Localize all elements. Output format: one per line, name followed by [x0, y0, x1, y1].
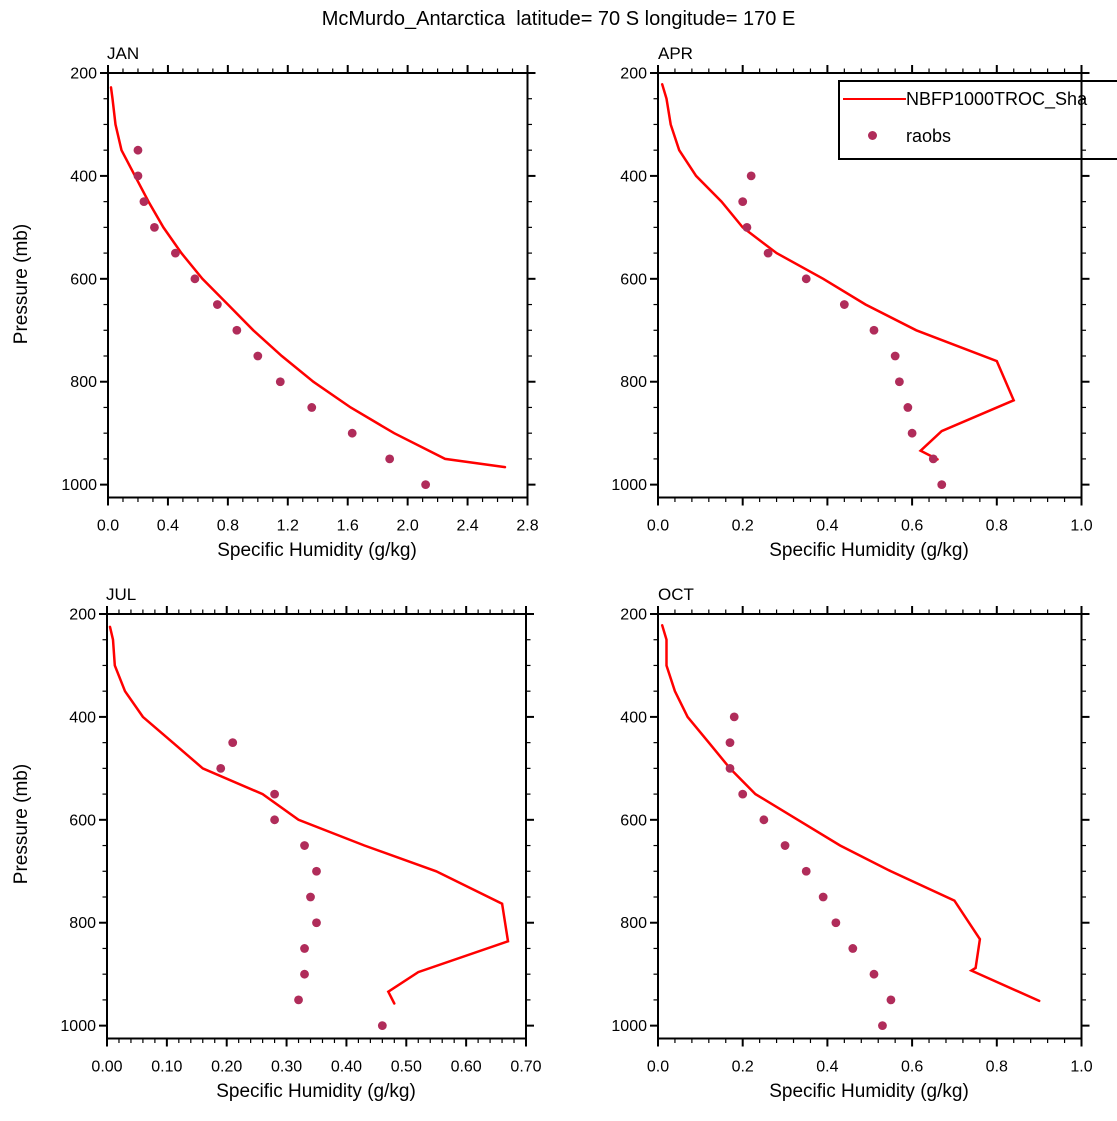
- x-axis-title-apr: Specific Humidity (g/kg): [769, 540, 969, 561]
- legend-model-line-swatch: [843, 98, 906, 100]
- legend-model-label: NBFP1000TROC_Sha: [906, 89, 1088, 109]
- svg-text:1000: 1000: [60, 1018, 96, 1035]
- svg-text:0.00: 0.00: [91, 1058, 122, 1075]
- panel-title-jul: JUL: [106, 585, 137, 604]
- svg-text:0.4: 0.4: [156, 518, 178, 535]
- svg-text:0.8: 0.8: [216, 518, 238, 535]
- svg-text:800: 800: [69, 915, 96, 932]
- oct-plot: 0.0 0.2 0.4 0.6 0.8 1.0 200 400 600 800 1000: [611, 605, 1092, 1075]
- svg-text:0.60: 0.60: [450, 1058, 481, 1075]
- pressure-axis-label-bottom-row: Pressure (mb): [11, 763, 32, 885]
- svg-text:0.30: 0.30: [271, 1058, 302, 1075]
- svg-text:2.4: 2.4: [456, 518, 478, 535]
- svg-text:0.70: 0.70: [510, 1058, 541, 1075]
- svg-text:0.50: 0.50: [390, 1058, 421, 1075]
- svg-text:0.10: 0.10: [151, 1058, 182, 1075]
- svg-text:600: 600: [620, 271, 647, 288]
- x-axis-title-jan: Specific Humidity (g/kg): [217, 540, 417, 561]
- svg-text:0.2: 0.2: [731, 518, 753, 535]
- svg-text:600: 600: [69, 812, 96, 829]
- legend-raobs-label: raobs: [906, 126, 952, 146]
- panel-title-jan: JAN: [107, 44, 140, 63]
- svg-text:400: 400: [620, 168, 647, 185]
- svg-text:200: 200: [620, 66, 647, 83]
- panel-title-apr: APR: [658, 44, 693, 63]
- svg-text:1.6: 1.6: [336, 518, 358, 535]
- svg-text:600: 600: [620, 812, 647, 829]
- svg-text:1.2: 1.2: [276, 518, 298, 535]
- svg-text:0.6: 0.6: [900, 1058, 922, 1075]
- svg-text:200: 200: [70, 66, 97, 83]
- svg-text:2.0: 2.0: [396, 518, 418, 535]
- panel-title-oct: OCT: [658, 585, 694, 604]
- svg-text:200: 200: [69, 606, 96, 623]
- svg-text:0.40: 0.40: [331, 1058, 362, 1075]
- svg-text:200: 200: [620, 606, 647, 623]
- x-axis-title-oct: Specific Humidity (g/kg): [769, 1081, 969, 1102]
- svg-text:800: 800: [620, 915, 647, 932]
- svg-text:800: 800: [70, 374, 97, 391]
- svg-text:0.4: 0.4: [816, 1058, 838, 1075]
- svg-text:0.0: 0.0: [646, 518, 668, 535]
- figure-title: McMurdo_Antarctica latitude= 70 S longit…: [321, 8, 796, 30]
- svg-text:0.0: 0.0: [96, 518, 118, 535]
- svg-text:1.0: 1.0: [1070, 1058, 1092, 1075]
- svg-text:400: 400: [620, 709, 647, 726]
- svg-text:1000: 1000: [611, 1018, 647, 1035]
- svg-text:600: 600: [70, 271, 97, 288]
- jul-plot: 0.00 0.10 0.20 0.30 0.40 0.50 0.60 0.70 200 400 60…: [60, 605, 541, 1075]
- svg-text:0.8: 0.8: [985, 1058, 1007, 1075]
- svg-text:1000: 1000: [611, 477, 647, 494]
- legend-raobs-dot-swatch: [868, 131, 877, 140]
- svg-text:2.8: 2.8: [516, 518, 538, 535]
- svg-text:0.0: 0.0: [646, 1058, 668, 1075]
- svg-text:400: 400: [69, 709, 96, 726]
- svg-text:1000: 1000: [61, 477, 97, 494]
- svg-text:0.6: 0.6: [900, 518, 922, 535]
- jan-plot: 0.0 0.4 0.8 1.2 1.6 2.0 2.4 2.8 200 400 600 800 1000: [61, 65, 538, 535]
- svg-text:0.2: 0.2: [731, 1058, 753, 1075]
- svg-text:400: 400: [70, 168, 97, 185]
- x-axis-title-jul: Specific Humidity (g/kg): [216, 1081, 416, 1102]
- apr-plot: 0.0 0.2 0.4 0.6 0.8 1.0 200 400 600 800 1000: [611, 65, 1092, 535]
- svg-text:0.20: 0.20: [211, 1058, 242, 1075]
- pressure-axis-label-top-row: Pressure (mb): [11, 223, 32, 345]
- svg-text:0.8: 0.8: [985, 518, 1007, 535]
- svg-text:0.4: 0.4: [816, 518, 838, 535]
- svg-text:1.0: 1.0: [1070, 518, 1092, 535]
- legend: NBFP1000TROC_Sha raobs: [838, 80, 1117, 160]
- svg-text:800: 800: [620, 374, 647, 391]
